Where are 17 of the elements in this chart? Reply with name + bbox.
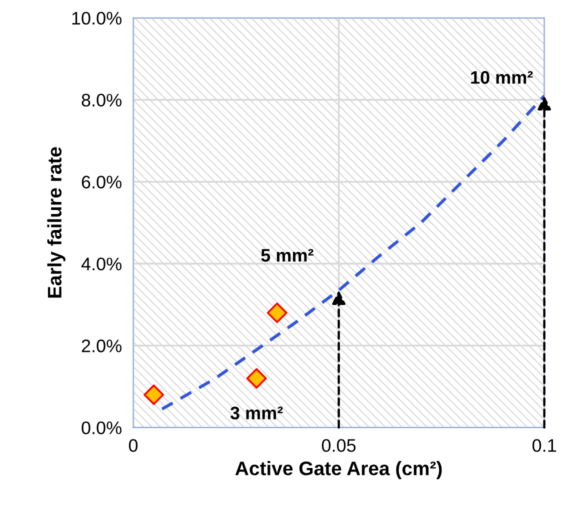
x-tick-label: 0 <box>128 439 138 452</box>
y-tick-label: 10.0% <box>72 12 122 25</box>
annotation: 10 mm² <box>471 71 533 84</box>
point <box>266 302 288 324</box>
x-tick-label: 0.05 <box>322 439 356 452</box>
annotation: 3 mm² <box>230 406 283 420</box>
y-tick-label: 4.0% <box>81 258 122 270</box>
y-tick-label: 0.0% <box>82 421 122 434</box>
y-tick-label: 2.0% <box>82 340 122 352</box>
point <box>144 384 164 405</box>
point <box>246 368 267 389</box>
annotation: 5 mm² <box>261 248 314 262</box>
y-tick-label: 6.0% <box>82 176 122 188</box>
y-tick-label: 8.0% <box>82 94 122 107</box>
x-tick-label: 0.1 <box>532 439 556 452</box>
x-axis-title: Active Gate Area (cm²) <box>235 461 442 480</box>
y-axis-title: Early failure rate <box>47 147 66 298</box>
